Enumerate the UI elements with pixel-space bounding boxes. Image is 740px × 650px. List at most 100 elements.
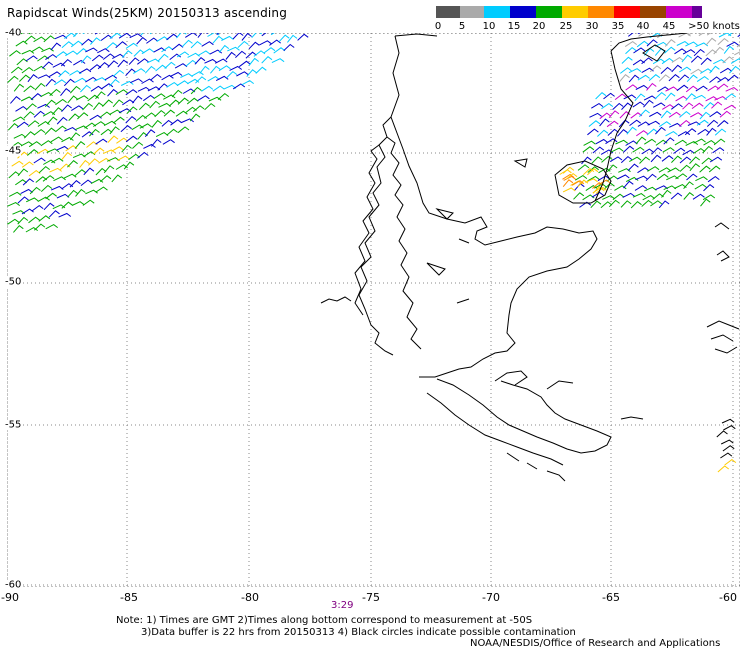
wind-barb <box>163 94 176 100</box>
wind-barb <box>608 199 620 208</box>
wind-barb <box>709 156 723 163</box>
coastline-small-1 <box>513 158 528 168</box>
wind-barb <box>94 33 107 35</box>
wind-barb <box>85 189 98 195</box>
wind-barb <box>77 112 89 120</box>
wind-barb <box>628 68 642 74</box>
wind-barb <box>707 85 720 92</box>
wind-barb <box>261 56 273 64</box>
wind-barb <box>101 83 114 90</box>
wind-barb <box>632 193 646 198</box>
wind-barb <box>191 71 204 77</box>
wind-barb <box>606 175 619 182</box>
wind-barb <box>61 151 72 160</box>
wind-barb <box>177 97 189 105</box>
wind-barb <box>21 161 34 168</box>
wind-barb <box>641 57 653 65</box>
wind-barb <box>82 102 93 111</box>
wind-barb <box>711 101 723 109</box>
wind-barb <box>33 110 45 118</box>
wind-barb <box>626 126 637 135</box>
wind-barb <box>44 127 56 135</box>
wind-barb <box>105 42 118 50</box>
wind-barb <box>641 199 653 207</box>
wind-barb <box>637 121 650 127</box>
wind-barb <box>116 137 129 144</box>
wind-barb <box>73 33 85 38</box>
wind-barb <box>143 143 156 149</box>
wind-barb <box>125 89 138 96</box>
wind-barb <box>123 161 135 170</box>
wind-barb <box>583 140 596 146</box>
wind-barb <box>685 85 698 93</box>
wind-barb <box>34 82 46 91</box>
wind-barb <box>226 70 238 79</box>
wind-barb <box>618 168 631 173</box>
wind-barb <box>647 166 660 172</box>
wind-barb <box>565 172 578 180</box>
wind-barb <box>682 49 696 55</box>
wind-barb <box>637 167 650 174</box>
wind-barb <box>17 216 29 225</box>
wind-barb <box>102 53 115 60</box>
wind-barb <box>155 64 167 72</box>
wind-barb <box>676 84 689 92</box>
colorbar-label-10: >50 knots <box>688 21 740 32</box>
colorbar-label-6: 30 <box>585 21 599 32</box>
wind-barb <box>89 128 100 137</box>
wind-barb <box>702 145 714 154</box>
wind-barb <box>714 128 727 136</box>
wind-barb <box>625 84 638 91</box>
wind-barb <box>667 167 680 173</box>
wind-barb <box>166 33 178 41</box>
wind-barb <box>150 73 162 81</box>
wind-barb <box>85 47 98 53</box>
wind-barb <box>38 215 51 222</box>
wind-barb <box>724 458 737 466</box>
wind-barb <box>238 60 251 68</box>
wind-barb <box>685 93 696 101</box>
wind-barb <box>197 33 208 38</box>
wind-barb <box>722 445 735 452</box>
wind-barb <box>33 36 46 43</box>
wind-barb <box>100 128 113 136</box>
wind-barb <box>61 136 74 143</box>
lat-label-0: -40 <box>5 27 22 39</box>
wind-barb <box>696 119 709 126</box>
wind-barb <box>23 131 35 139</box>
wind-barb <box>16 121 29 128</box>
wind-barb <box>126 106 138 114</box>
wind-barb <box>662 147 675 153</box>
wind-barb <box>620 200 632 208</box>
wind-barb <box>717 37 729 46</box>
wind-barb <box>8 171 20 179</box>
wind-barb <box>693 138 706 144</box>
wind-barb <box>201 41 214 47</box>
wind-barb <box>649 111 662 117</box>
wind-barb <box>90 37 101 45</box>
colorbar-swatch-1 <box>460 6 484 18</box>
wind-barb <box>682 149 695 156</box>
wind-barb <box>67 95 78 104</box>
wind-barb <box>678 119 691 127</box>
wind-barb <box>37 74 51 79</box>
wind-barb <box>642 195 655 201</box>
wind-barb <box>689 156 700 164</box>
wind-barb <box>210 65 221 74</box>
wind-barb <box>587 128 599 136</box>
wind-barb <box>28 216 40 224</box>
wind-barb <box>658 74 670 82</box>
wind-barb <box>141 48 154 55</box>
wind-barb <box>65 50 78 57</box>
wind-barb <box>671 103 683 110</box>
wind-barb <box>251 33 262 39</box>
wind-barb <box>697 128 710 135</box>
wind-barb <box>241 80 254 86</box>
wind-barb <box>700 68 713 74</box>
wind-barb <box>95 167 107 176</box>
wind-barb <box>102 99 113 107</box>
wind-barb <box>670 192 683 200</box>
wind-map <box>7 33 740 587</box>
map-border <box>7 33 740 587</box>
wind-barb <box>115 41 127 49</box>
